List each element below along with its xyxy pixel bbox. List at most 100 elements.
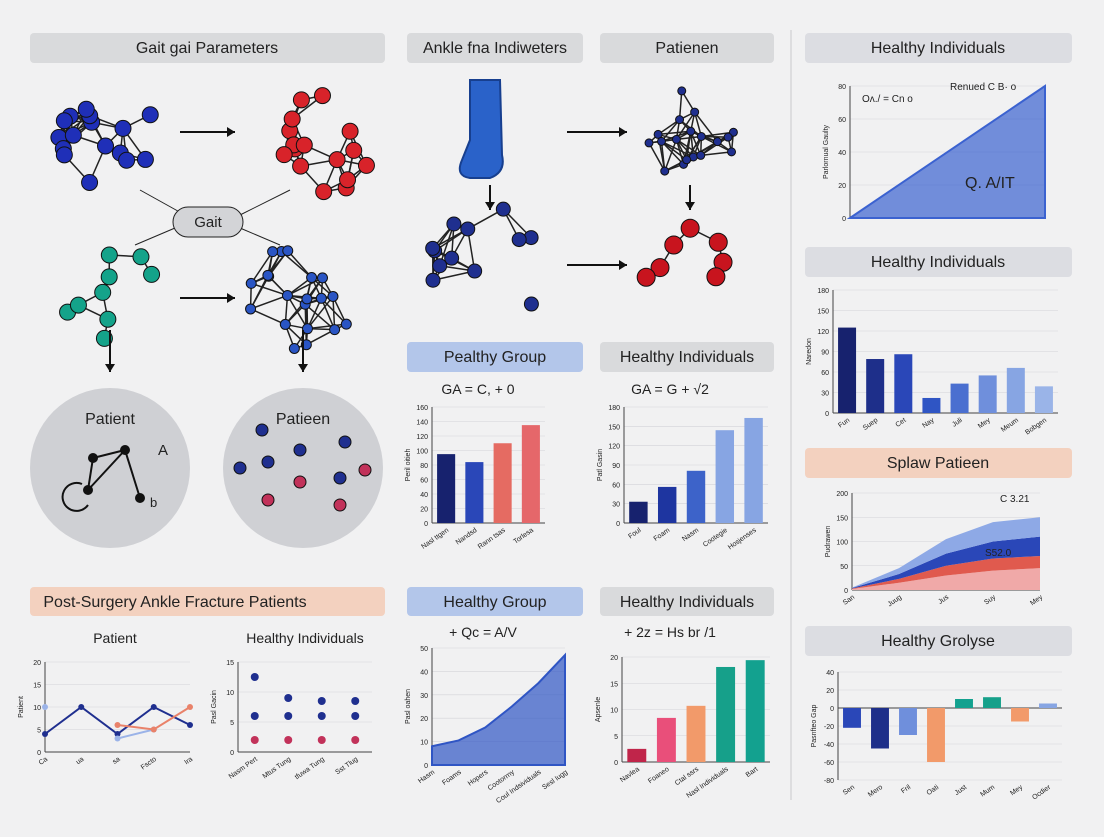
network-node	[115, 120, 131, 136]
bar	[716, 430, 734, 523]
network-node	[697, 151, 705, 159]
point	[78, 704, 84, 710]
y-tick-label: 80	[838, 84, 846, 91]
y-tick-label: 5	[614, 734, 618, 741]
network-node	[316, 293, 326, 303]
network-node	[101, 269, 117, 285]
network-node	[329, 152, 345, 168]
y-tick-label: 40	[420, 669, 428, 676]
y-tick-label: 20	[33, 660, 41, 667]
bar	[1007, 368, 1025, 413]
patient-node	[294, 444, 306, 456]
y-tick-label: 20	[420, 507, 428, 514]
point	[115, 736, 121, 742]
point	[187, 704, 193, 710]
y-tick-label: 5	[230, 720, 234, 727]
network-node	[276, 147, 292, 163]
network-node	[95, 284, 111, 300]
network-node	[133, 249, 149, 265]
y-tick-label: 30	[821, 391, 829, 398]
patient-node	[262, 494, 274, 506]
y-tick-label: 120	[608, 444, 620, 451]
y-tick-label: 20	[826, 688, 834, 695]
header: Healthy Group	[443, 594, 546, 611]
network-node	[283, 246, 293, 256]
y-axis-label: Apsenle	[595, 697, 602, 722]
network-node	[687, 127, 695, 135]
header: Patienen	[655, 40, 718, 57]
network-node	[512, 233, 526, 247]
header: Splaw Patieen	[887, 455, 989, 472]
network-node	[691, 108, 699, 116]
network-node	[101, 247, 117, 263]
y-tick-label: 60	[612, 482, 620, 489]
network-node	[661, 167, 669, 175]
y-tick-label: 60	[821, 370, 829, 377]
y-tick-label: 0	[424, 763, 428, 770]
chart-title: + Qc = A/V	[449, 624, 517, 640]
annotation: Renued C B· o	[950, 82, 1017, 93]
network-node	[70, 297, 86, 313]
network-node	[65, 127, 81, 143]
y-tick-label: 40	[420, 492, 428, 499]
y-axis-label: Parlornual Gaulty	[823, 124, 830, 179]
point	[284, 712, 292, 720]
y-tick-label: 10	[420, 740, 428, 747]
y-tick-label: 10	[226, 690, 234, 697]
patient-node	[256, 424, 268, 436]
network-node	[665, 236, 683, 254]
point	[151, 704, 157, 710]
bar	[522, 425, 540, 523]
network-node	[284, 111, 300, 127]
chart-title: + 2z = Hs br /1	[624, 624, 716, 640]
network-node	[137, 151, 153, 167]
y-tick-label: 100	[836, 540, 848, 547]
y-axis-label: Naredon	[806, 338, 813, 365]
bar	[951, 384, 969, 413]
y-tick-label: 40	[826, 670, 834, 677]
y-tick-label: 40	[838, 150, 846, 157]
y-tick-label: 150	[608, 424, 620, 431]
bar	[927, 708, 945, 762]
y-tick-label: 15	[33, 683, 41, 690]
network-node	[346, 142, 362, 158]
y-axis-label: Pasnfteo Gap	[811, 704, 818, 747]
patient-node	[262, 456, 274, 468]
y-tick-label: 0	[830, 706, 834, 713]
y-tick-label: 0	[230, 750, 234, 757]
header: Pealthy Group	[444, 349, 546, 366]
bar	[716, 667, 735, 762]
y-tick-label: 150	[836, 515, 848, 522]
header: Healthy Individuals	[871, 40, 1005, 57]
bar	[866, 359, 884, 413]
network-node	[447, 217, 461, 231]
y-tick-label: 0	[424, 521, 428, 528]
y-tick-label: 20	[838, 183, 846, 190]
patient-node	[294, 476, 306, 488]
gait-label: Gait	[194, 214, 222, 231]
patient-node	[334, 472, 346, 484]
network-node	[728, 148, 736, 156]
bar	[899, 708, 917, 735]
network-node	[697, 133, 705, 141]
network-node	[296, 137, 312, 153]
bar	[1011, 708, 1029, 722]
bar	[494, 443, 512, 523]
y-tick-label: 0	[616, 521, 620, 528]
y-tick-label: 150	[817, 309, 829, 316]
point	[351, 712, 359, 720]
network-node	[342, 123, 358, 139]
y-tick-label: 60	[420, 478, 428, 485]
y-tick-label: 0	[844, 588, 848, 595]
network-node	[426, 273, 440, 287]
network-node	[328, 291, 338, 301]
network-node	[496, 202, 510, 216]
point	[318, 736, 326, 744]
patient-node	[334, 499, 346, 511]
bar	[687, 706, 706, 762]
point	[42, 731, 48, 737]
bar	[629, 502, 647, 523]
y-tick-label: 90	[821, 350, 829, 357]
network-node	[144, 266, 160, 282]
network-node	[119, 152, 135, 168]
